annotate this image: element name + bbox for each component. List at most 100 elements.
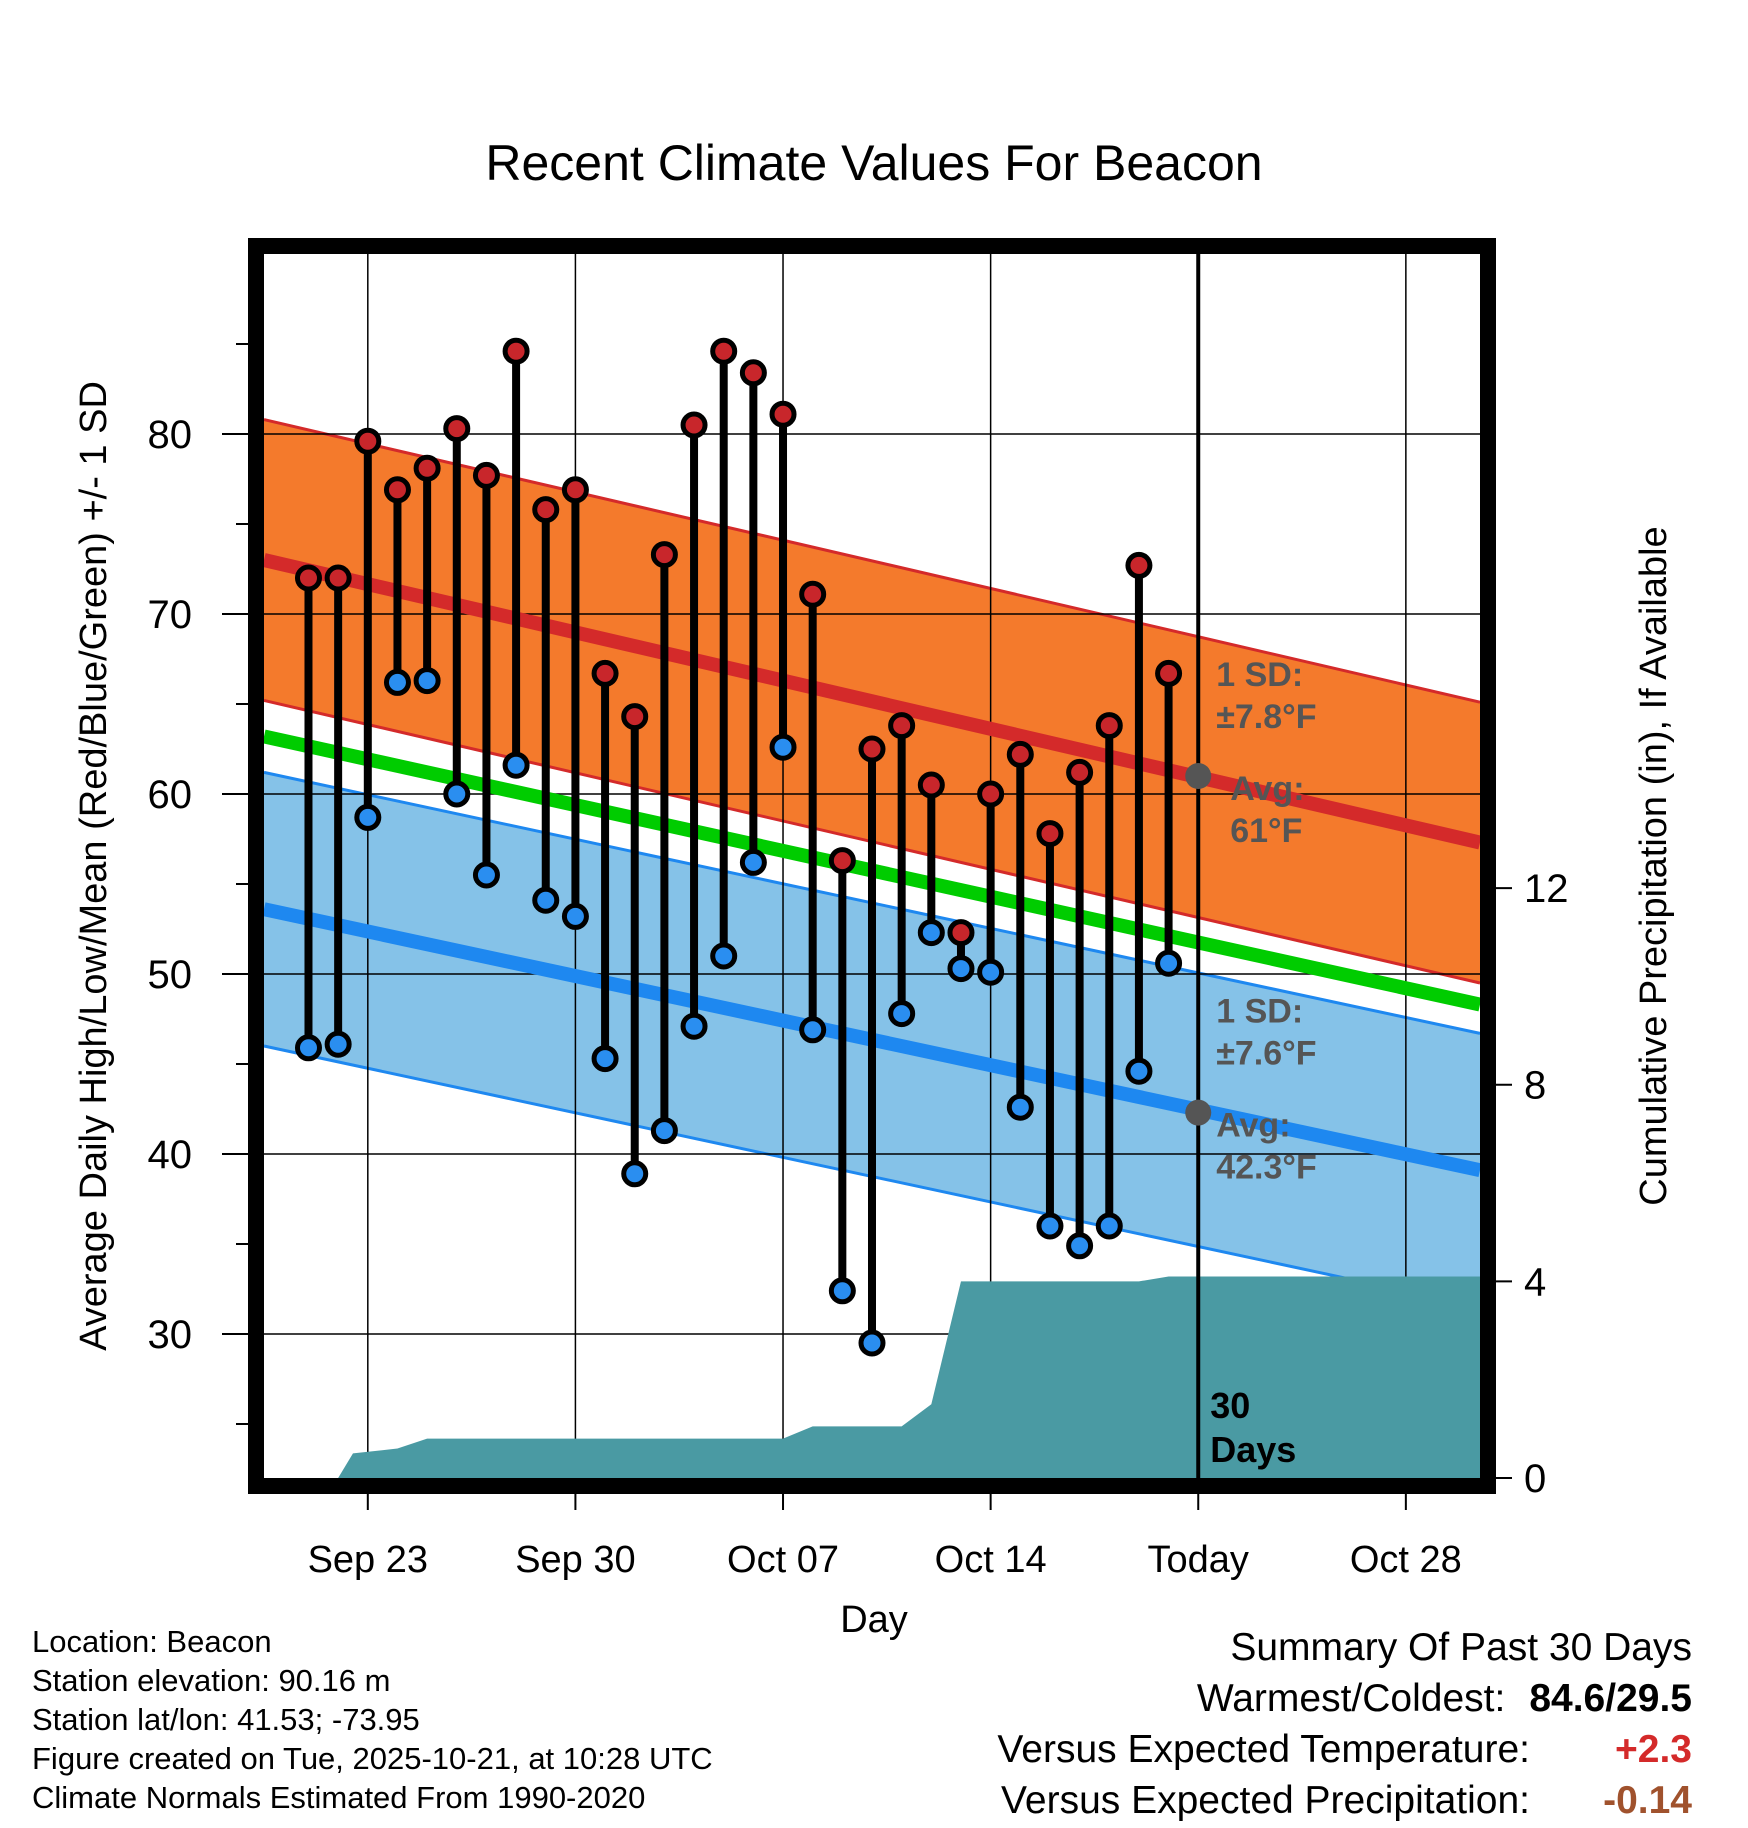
low-point [621,1160,649,1188]
precip-cumulative-area [264,1276,1480,1478]
low-point [947,955,975,983]
today-low-avg-marker [1185,1099,1212,1126]
right-tick-label: 0 [1524,1457,1546,1501]
high-point [621,703,649,731]
temp-anomaly-value: +2.3 [1615,1728,1692,1771]
x-tick-label: Oct 14 [935,1539,1047,1581]
high-point [324,564,352,592]
normal-high-line [262,553,1482,850]
x-tick-label: Oct 07 [727,1539,839,1581]
created-text: Figure created on Tue, 2025-10-21, at 10… [32,1741,713,1776]
high-point [858,735,886,763]
high-point [561,476,589,504]
left-tick-label: 50 [148,953,193,997]
daily-stems [304,351,1173,1343]
high-point [917,771,945,799]
high-point [294,564,322,592]
high-point [1036,820,1064,848]
low-point [354,803,382,831]
precip-anomaly-value: -0.14 [1603,1779,1692,1822]
right-tick-label: 4 [1524,1260,1546,1304]
low-sd-value: ±7.6°F [1216,1035,1316,1073]
low-point [443,780,471,808]
days-label-word: Days [1210,1429,1296,1470]
right-tick-label: 12 [1524,867,1569,911]
low-point [294,1034,322,1062]
low-point [977,958,1005,986]
low-point [1095,1212,1123,1240]
high-point [888,712,916,740]
high-avg-value: 61°F [1230,812,1302,850]
elevation-text: Station elevation: 90.16 m [32,1663,391,1698]
low-point [917,919,945,947]
y-axis-label-right: Cumulative Precipitation (in), If Availa… [1633,526,1675,1205]
high-point [769,400,797,428]
annotations: 1 SD: ±7.8°F Avg: 61°F 1 SD: ±7.6°F Avg: 42.3°F… [1185,656,1317,1470]
precip-anomaly-label: Versus Expected Precipitation: [1001,1779,1530,1822]
low-point [1155,949,1183,977]
high-point [977,780,1005,808]
low-point [532,886,560,914]
low-point [591,1045,619,1073]
low-point [769,733,797,761]
low-point [1125,1057,1153,1085]
high-point [1155,659,1183,687]
low-point [739,848,767,876]
high-point [383,476,411,504]
low-point [710,942,738,970]
high-point [799,580,827,608]
high-point [650,541,678,569]
high-point [1125,551,1153,579]
summary-precip-row: Versus Expected Precipitation: -0.14 [997,1775,1692,1826]
high-point [739,359,767,387]
station-info: Location: Beacon Station elevation: 90.1… [32,1622,713,1817]
low-point [561,902,589,930]
warm-cold-label: Warmest/Coldest: [1196,1677,1506,1720]
left-tick-label: 70 [148,593,193,637]
location-text: Location: Beacon [32,1624,272,1659]
high-point [828,847,856,875]
low-point [888,1000,916,1028]
low-point [680,1012,708,1040]
low-point [502,751,530,779]
high-point [1066,758,1094,786]
low-point [1036,1212,1064,1240]
high-point [502,337,530,365]
low-sd-label: 1 SD: [1216,993,1303,1031]
daily-dots [294,337,1183,1357]
low-point [383,668,411,696]
x-tick-label: Sep 30 [515,1539,635,1581]
x-tick-label: Oct 28 [1350,1539,1462,1581]
high-point [710,337,738,365]
summary-temp-row: Versus Expected Temperature: +2.3 [997,1724,1692,1775]
x-axis-label: Day [840,1599,908,1641]
low-point [413,667,441,695]
precipitation-area [264,1276,1480,1478]
days-label-number: 30 [1210,1385,1250,1426]
high-point [680,411,708,439]
right-tick-label: 8 [1524,1064,1546,1108]
left-tick-label: 30 [148,1313,193,1357]
high-point [354,427,382,455]
low-point [324,1030,352,1058]
left-tick-label: 60 [148,773,193,817]
today-high-avg-marker [1185,763,1212,789]
low-point [650,1117,678,1145]
low-point [1066,1232,1094,1260]
temp-anomaly-label: Versus Expected Temperature: [997,1728,1530,1771]
chart-title: Recent Climate Values For Beacon [485,135,1262,191]
left-tick-label: 80 [148,413,193,457]
summary-warm-cold-row: Warmest/Coldest: 84.6/29.5 [997,1673,1692,1724]
high-avg-label: Avg: [1230,770,1304,808]
warm-cold-value: 84.6/29.5 [1529,1677,1692,1720]
low-avg-label: Avg: [1216,1107,1290,1145]
y-axis-label-left: Average Daily High/Low/Mean (Red/Blue/Gr… [73,381,115,1351]
low-avg-value: 42.3°F [1216,1149,1317,1187]
high-point [591,659,619,687]
low-point [472,861,500,889]
high-band-upper-edge [263,418,1481,704]
high-point [947,919,975,947]
high-point [413,454,441,482]
summary-title: Summary Of Past 30 Days [1230,1626,1692,1669]
